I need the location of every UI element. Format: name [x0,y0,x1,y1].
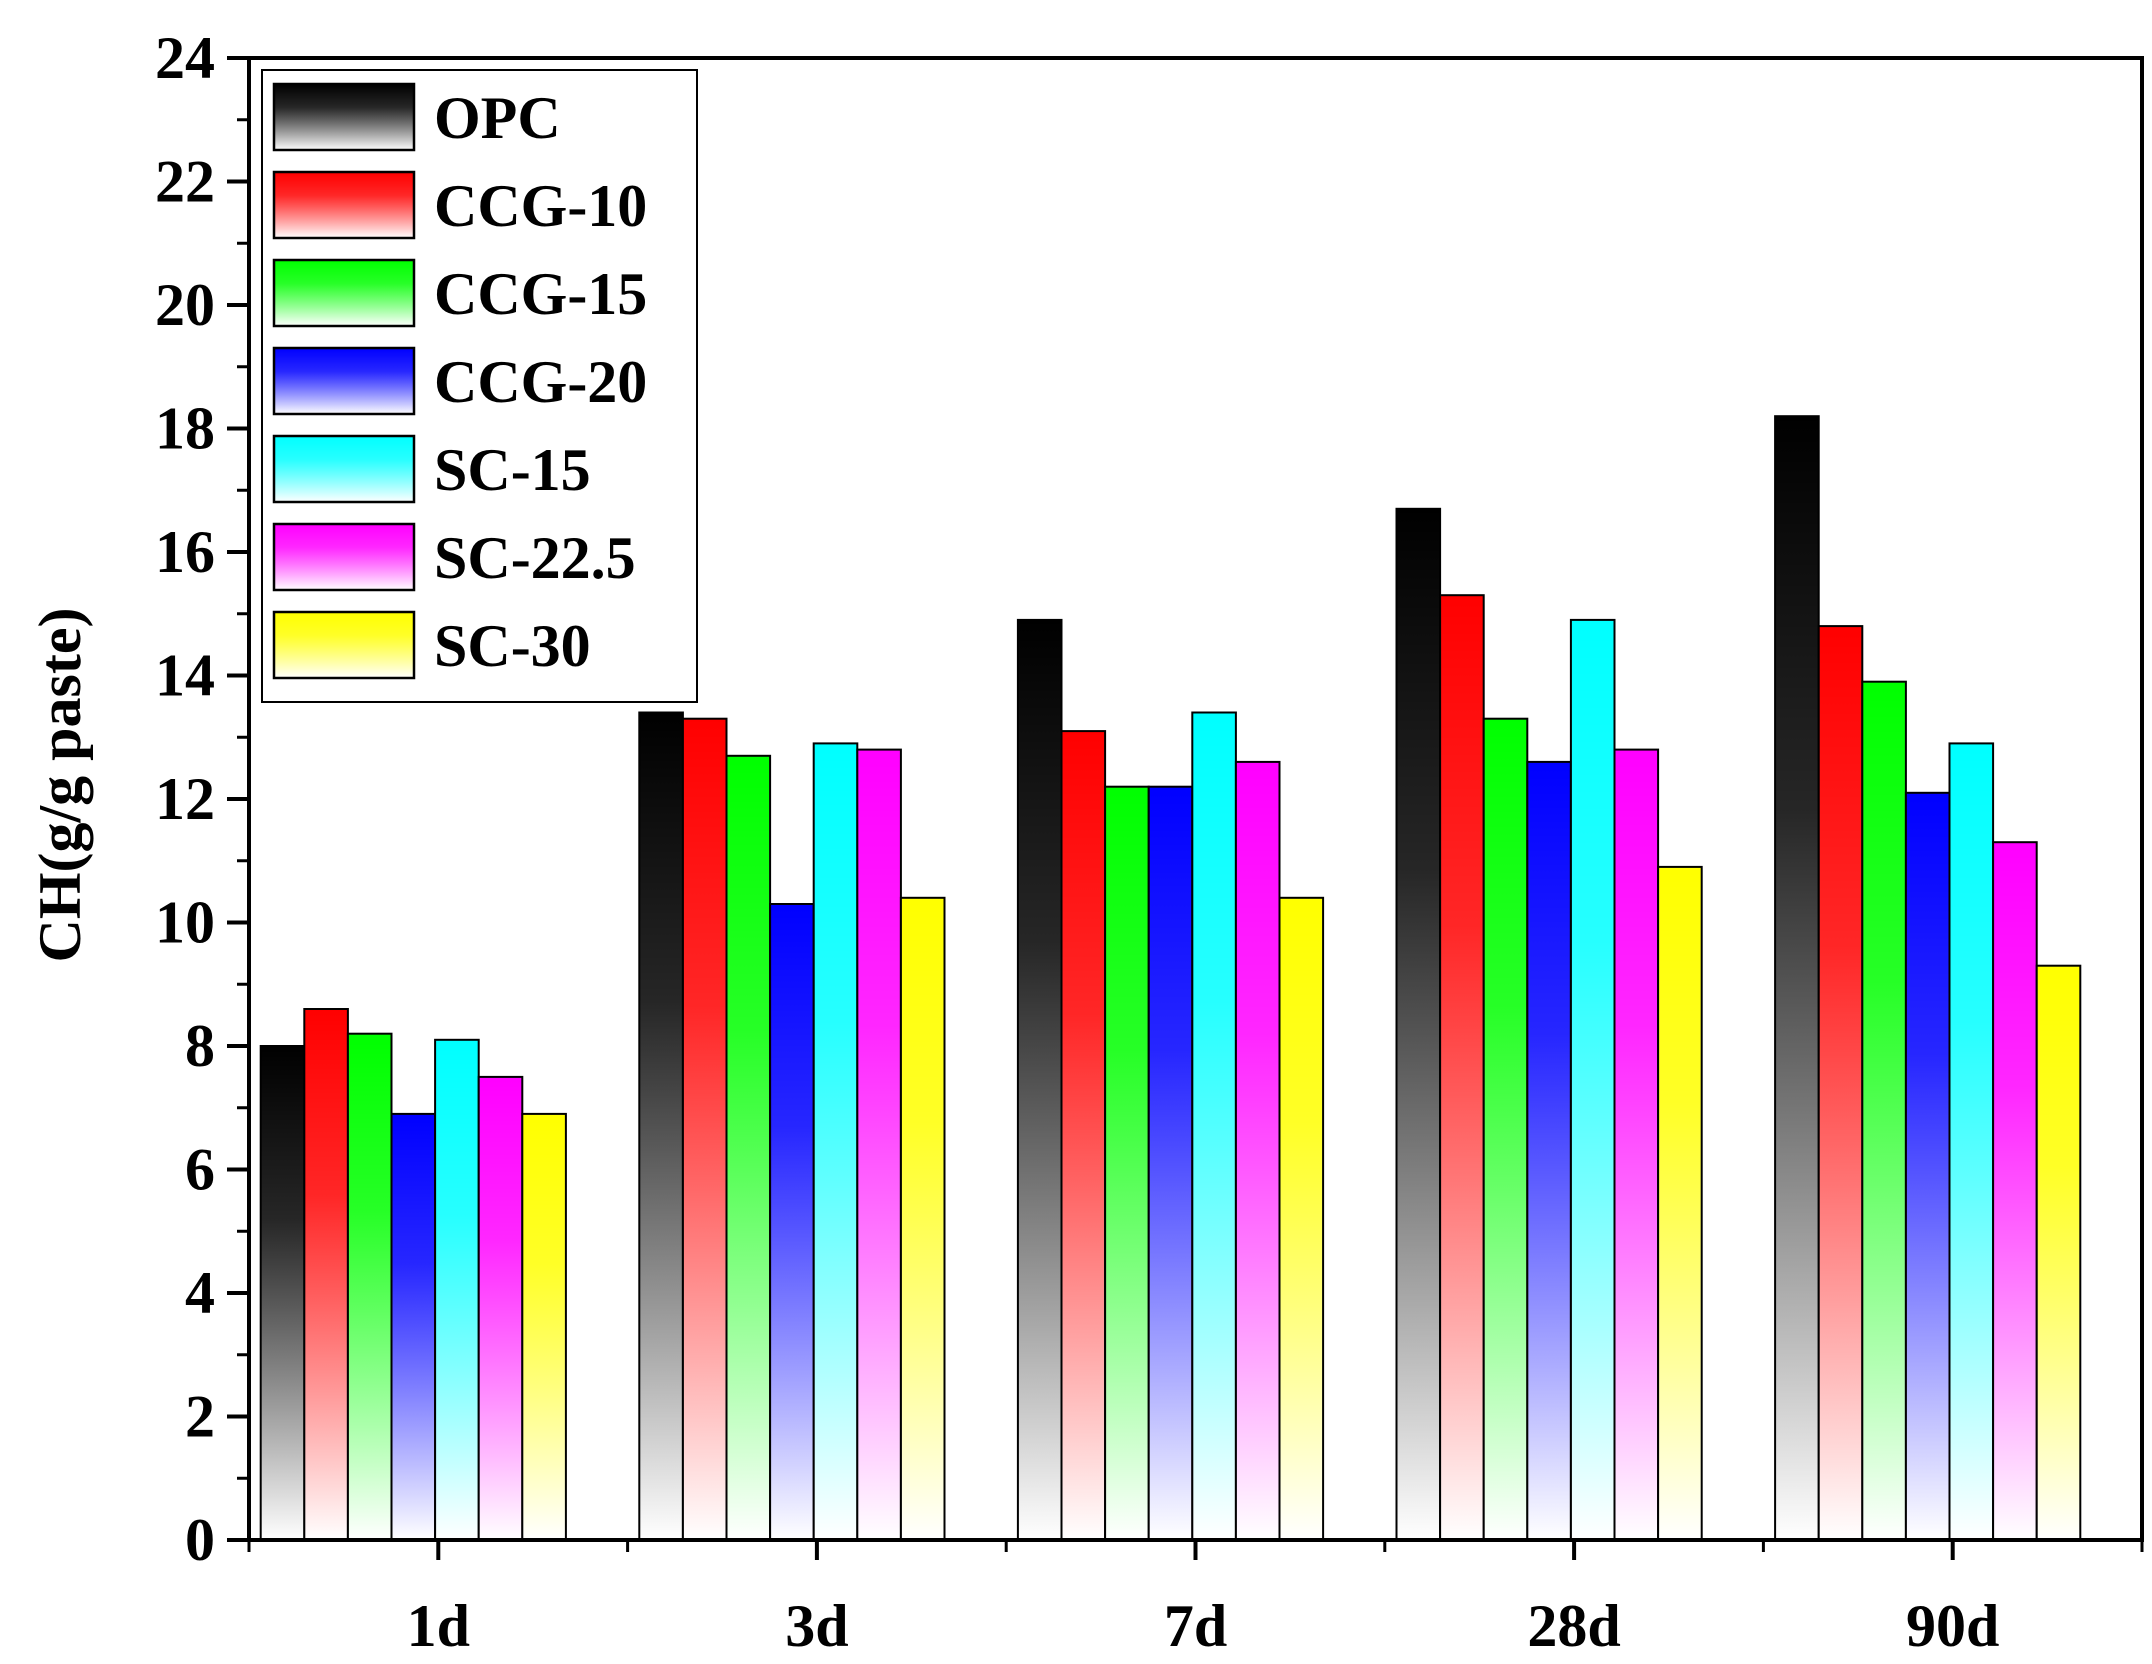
y-tick-label: 0 [185,1507,215,1573]
y-tick-label: 2 [185,1384,215,1450]
bar-sc-30-28d [1657,865,1703,1541]
bar-ccg-10-1d [303,1008,349,1541]
legend-label-opc: OPC [434,85,561,151]
bar-sc-30-90d [2035,964,2082,1541]
legend-swatch-sc-15 [272,434,416,504]
legend-swatch-opc [272,82,416,152]
x-tick-label: 90d [1906,1593,1999,1659]
y-tick-label: 20 [155,272,215,338]
y-tick-label: 18 [155,396,215,462]
bar-sc-30-3d [899,896,946,1541]
bar-sc-15-3d [812,742,859,1541]
bar-sc-22.5-1d [477,1075,524,1542]
x-tick-label: 3d [785,1593,848,1659]
bar-opc-1d [259,1045,306,1541]
legend-label-ccg-10: CCG-10 [434,173,647,239]
bar-ccg-15-28d [1482,717,1529,1541]
bar-sc-15-28d [1569,618,1616,1541]
y-tick-label: 8 [185,1013,215,1079]
legend-swatch-sc-22.5 [272,522,416,592]
bar-sc-30-7d [1278,896,1325,1541]
bar-ccg-10-90d [1817,625,1864,1541]
bar-sc-22.5-90d [1992,841,2038,1541]
legend-swatch-ccg-15 [272,258,416,328]
bar-sc-30-1d [521,1112,567,1542]
bar-sc-15-90d [1948,742,1995,1541]
legend-swatch-ccg-20 [272,346,416,416]
legend-label-sc-15: SC-15 [434,437,591,503]
bar-ccg-20-28d [1526,760,1572,1541]
legend: OPC CCG-10 CCG-15 CCG-20 SC-15 SC-22.5 SC-30 [261,69,698,703]
bar-ccg-10-28d [1439,594,1485,1541]
legend-swatch-ccg-10 [272,170,416,240]
legend-label-ccg-20: CCG-20 [434,349,647,415]
bar-ccg-10-7d [1060,730,1107,1541]
bar-ccg-15-7d [1104,785,1150,1541]
bar-ccg-10-3d [681,717,728,1541]
bar-opc-7d [1016,618,1063,1541]
bars-group [259,415,2082,1542]
bar-opc-28d [1395,507,1442,1541]
bar-ccg-20-1d [390,1112,437,1542]
y-tick-label: 24 [155,25,215,91]
x-tick-label: 28d [1527,1593,1620,1659]
bar-ccg-20-90d [1904,791,1951,1541]
legend-label-ccg-15: CCG-15 [434,261,647,327]
bar-sc-22.5-7d [1234,760,1281,1541]
bar-ccg-15-90d [1861,680,1907,1541]
y-tick-label: 10 [155,890,215,956]
bar-ccg-20-3d [769,903,815,1541]
y-tick-label: 22 [155,149,215,215]
bar-sc-22.5-28d [1613,748,1660,1541]
bar-sc-22.5-3d [856,748,902,1541]
bar-sc-15-7d [1191,711,1237,1541]
y-tick-label: 14 [155,643,215,709]
bar-sc-15-1d [434,1038,480,1542]
legend-label-sc-30: SC-30 [434,613,591,679]
legend-label-sc-22.5: SC-22.5 [434,525,636,591]
x-tick-label: 1d [407,1593,470,1659]
bar-ccg-15-1d [346,1032,393,1541]
y-axis-label: CH(g/g paste) [27,608,93,963]
x-tick-label: 7d [1164,1593,1227,1659]
y-tick-label: 16 [155,519,215,585]
y-tick-label: 4 [185,1260,215,1326]
bar-opc-3d [638,711,684,1541]
bar-opc-90d [1774,415,1820,1542]
bar-ccg-20-7d [1147,785,1194,1541]
bar-ccg-15-3d [725,754,772,1541]
legend-swatch-sc-30 [272,610,416,680]
y-tick-label: 12 [155,766,215,832]
y-tick-label: 6 [185,1137,215,1203]
